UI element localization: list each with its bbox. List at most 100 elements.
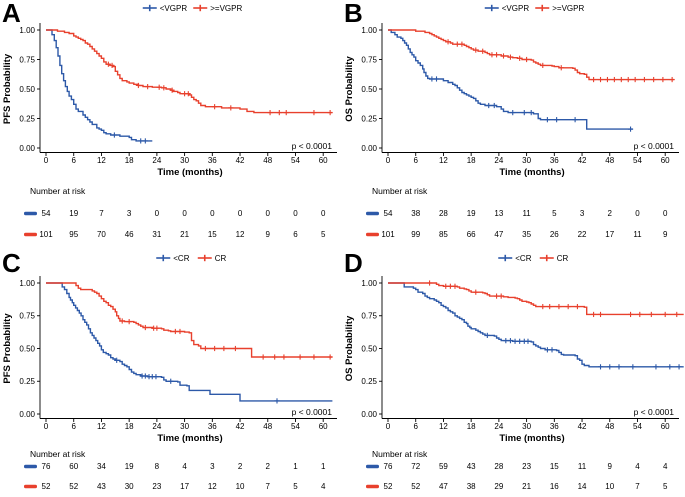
risk-key-icon <box>24 464 37 469</box>
y-tick-label: 0.50 <box>361 344 377 353</box>
risk-count: 0 <box>266 209 271 218</box>
risk-count: 0 <box>210 209 215 218</box>
risk-count: 35 <box>522 230 531 239</box>
risk-count: 5 <box>293 482 298 491</box>
legend-label: <CR <box>515 254 531 263</box>
risk-count: 5 <box>663 482 668 491</box>
x-tick-label: 24 <box>152 422 161 431</box>
panel-a: A <VGPR >=VGPR 1.00 0.75 0.50 0.25 0.00 PFS Prob… <box>0 0 342 250</box>
risk-key-icon <box>366 464 379 469</box>
y-tick-label: 0.25 <box>19 114 35 123</box>
x-tick-label: 6 <box>413 422 418 431</box>
risk-count: 72 <box>411 462 420 471</box>
legend-item-vgpr: >=VGPR <box>535 4 584 13</box>
risk-count: 38 <box>467 482 476 491</box>
risk-count: 8 <box>155 462 160 471</box>
censor-marks-cr <box>426 280 680 318</box>
risk-count: 4 <box>182 462 187 471</box>
risk-count: 5 <box>321 230 326 239</box>
risk-count: 85 <box>439 230 448 239</box>
risk-count: 1 <box>293 462 298 471</box>
risk-count: 19 <box>69 209 78 218</box>
risk-count: 22 <box>578 230 587 239</box>
y-tick-label: 0.50 <box>19 344 35 353</box>
legend-item-vgpr: <VGPR <box>484 4 530 13</box>
risk-count: 76 <box>42 462 51 471</box>
y-tick-label: 0.25 <box>361 377 377 386</box>
risk-key-icon <box>366 232 379 237</box>
y-axis-title: OS Probability <box>344 56 355 122</box>
risk-key-icon <box>366 211 379 216</box>
x-tick-label: 12 <box>97 156 106 165</box>
legend-item-cr: CR <box>539 254 569 263</box>
km-plot-c: C <CR CR 1.00 0.75 0.50 0.25 0.00 PFS Probabilit… <box>2 250 337 491</box>
legend-item-vgpr: <VGPR <box>142 4 188 13</box>
censor-marks-vgpr <box>111 132 148 144</box>
y-tick-label: 0.75 <box>361 55 377 64</box>
panel-label-b: B <box>344 0 363 28</box>
x-tick-label: 48 <box>605 422 614 431</box>
x-tick-label: 36 <box>550 156 559 165</box>
risk-count: 2 <box>266 462 271 471</box>
panel-c: C <CR CR 1.00 0.75 0.50 0.25 0.00 PFS Probabilit… <box>0 250 342 497</box>
risk-count: 9 <box>266 230 271 239</box>
risk-count: 10 <box>236 482 245 491</box>
risk-count: 54 <box>384 209 393 218</box>
x-tick-label: 0 <box>44 156 49 165</box>
x-tick-label: 54 <box>291 156 300 165</box>
risk-count: 99 <box>411 230 420 239</box>
risk-row-vgpr: 101 99 85 66 47 35 26 22 17 11 9 <box>366 230 668 239</box>
risk-count: 2 <box>608 209 613 218</box>
risk-count: 7 <box>99 209 104 218</box>
x-tick-label: 6 <box>71 422 76 431</box>
censor-marks-cr <box>119 318 333 360</box>
legend-label: CR <box>215 254 227 263</box>
y-tick-label: 0.00 <box>361 144 377 153</box>
x-tick-label: 6 <box>413 156 418 165</box>
y-tick-label: 0.25 <box>361 114 377 123</box>
risk-row-cr: 76 60 34 19 8 4 3 2 2 1 1 <box>24 462 326 471</box>
x-tick-label: 36 <box>550 422 559 431</box>
risk-row-vgpr: 101 95 70 46 31 21 15 12 9 6 5 <box>24 230 326 239</box>
censor-marks-vgpr <box>445 39 675 83</box>
x-tick-label: 48 <box>263 156 272 165</box>
censor-marks-vgpr <box>105 61 333 116</box>
x-tick-label: 54 <box>291 422 300 431</box>
risk-table-header: Number at risk <box>372 449 428 459</box>
x-tick-label: 30 <box>522 422 531 431</box>
risk-count: 10 <box>605 482 614 491</box>
panel-d: D <CR CR 1.00 0.75 0.50 0.25 0.00 OS Probability… <box>342 250 685 497</box>
x-axis-title: Time (months) <box>499 433 564 444</box>
km-plot-a: A <VGPR >=VGPR 1.00 0.75 0.50 0.25 0.00 PFS Prob… <box>2 0 337 239</box>
risk-count: 12 <box>236 230 245 239</box>
x-tick-label: 60 <box>319 422 328 431</box>
risk-count: 17 <box>605 230 614 239</box>
risk-count: 54 <box>42 209 51 218</box>
x-tick-label: 60 <box>319 156 328 165</box>
panel-label-c: C <box>2 250 21 278</box>
legend-label: <VGPR <box>502 4 530 13</box>
risk-count: 47 <box>439 482 448 491</box>
km-curve-vgpr <box>388 29 633 130</box>
y-tick-label: 1.00 <box>361 26 377 35</box>
censor-marks-vgpr <box>429 76 634 132</box>
risk-count: 7 <box>635 482 640 491</box>
risk-count: 15 <box>208 230 217 239</box>
risk-row-cr: 52 52 43 30 23 17 12 10 7 5 4 <box>24 482 326 491</box>
risk-count: 0 <box>155 209 160 218</box>
p-value-label: p < 0.0001 <box>634 407 675 417</box>
x-tick-label: 24 <box>494 156 503 165</box>
panel-label-a: A <box>2 0 21 28</box>
risk-count: 101 <box>39 230 53 239</box>
y-tick-label: 0.50 <box>19 85 35 94</box>
risk-count: 2 <box>238 462 243 471</box>
y-tick-label: 0.75 <box>19 312 35 321</box>
x-tick-label: 60 <box>661 156 670 165</box>
risk-table-header: Number at risk <box>372 186 428 196</box>
legend-label: <VGPR <box>160 4 188 13</box>
risk-count: 30 <box>125 482 134 491</box>
y-tick-label: 1.00 <box>361 279 377 288</box>
p-value-label: p < 0.0001 <box>634 141 675 151</box>
x-tick-label: 0 <box>44 422 49 431</box>
x-tick-label: 18 <box>125 156 134 165</box>
